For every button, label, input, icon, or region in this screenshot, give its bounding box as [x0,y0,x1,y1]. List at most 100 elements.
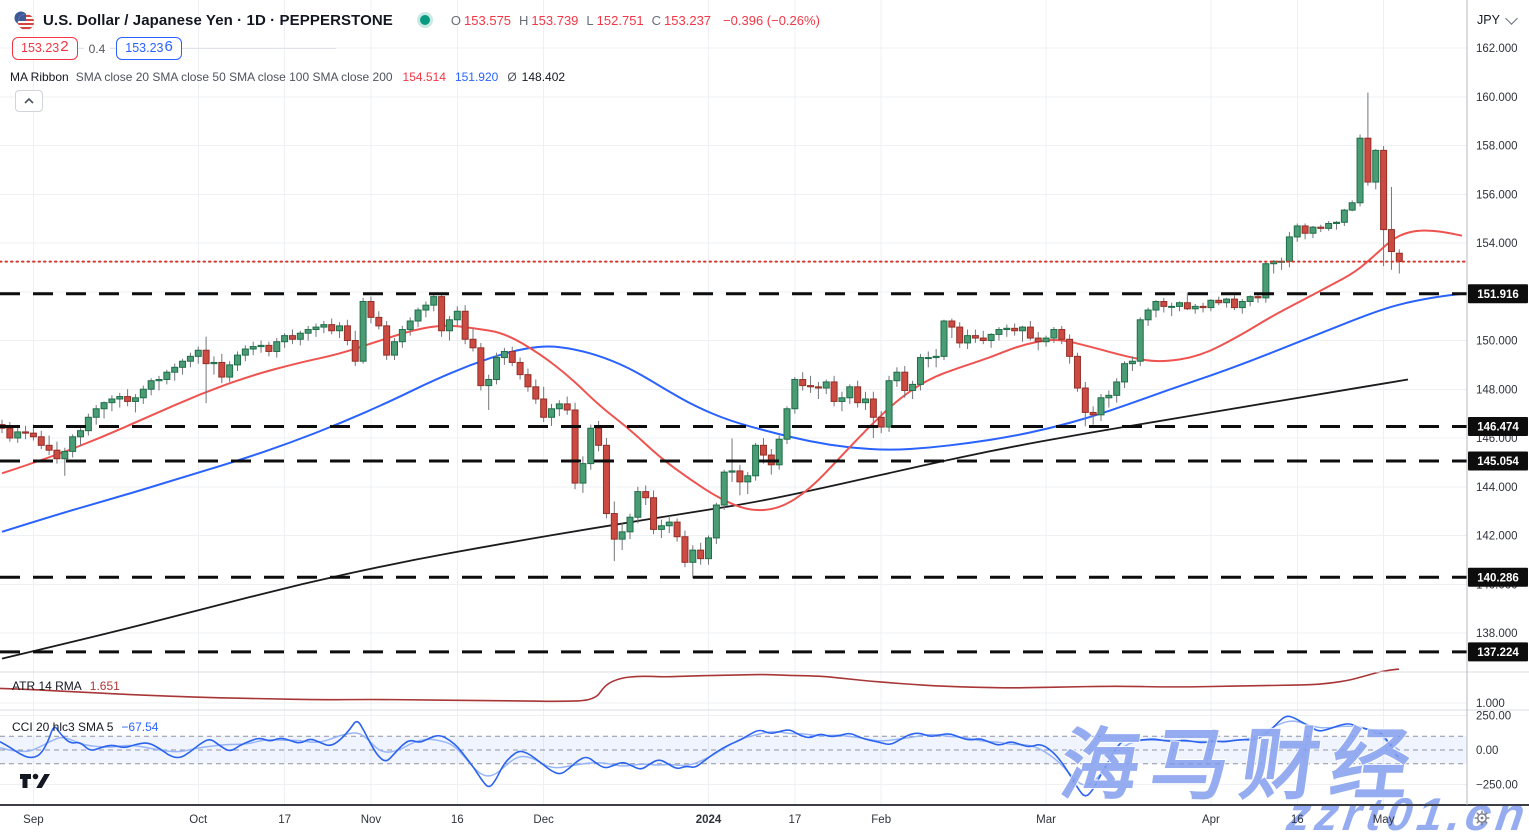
candle [1246,296,1254,302]
price-tick-label: 158.000 [1476,141,1518,153]
candle [6,427,14,439]
candle [1019,326,1026,332]
candle [869,398,877,418]
ohlc-o-value: 153.575 [464,12,512,28]
candle [445,319,453,332]
price-axis[interactable]: 162.000160.000158.000156.000154.000152.0… [1468,43,1528,792]
time-tick-label: Sep [23,814,43,826]
candle [736,470,744,483]
candle [312,326,320,331]
candle [1215,299,1223,304]
pane-separators [0,0,1529,806]
candle [532,386,540,400]
candle [1380,149,1388,231]
candle [626,516,634,533]
tradingview-logo[interactable] [18,768,52,794]
candle [422,304,430,311]
candle [367,301,375,318]
time-tick-label: Apr [1202,814,1220,826]
time-tick-label: 17 [278,814,291,826]
candle [610,513,618,540]
sell-button[interactable]: 153.23 2 [12,37,78,60]
atr-status[interactable]: ATR 14 RMA 1.651 [12,679,120,693]
candle [1293,225,1301,238]
candle [759,444,767,456]
candle [493,357,501,380]
candle [932,355,940,359]
candle [1097,397,1105,416]
indicator-title: MA Ribbon [10,70,69,84]
time-tick-label: Oct [189,814,208,826]
ohlc-l-label: L [586,12,594,28]
candle [1262,263,1270,299]
candle [500,350,508,359]
currency-pair-icon [12,9,36,31]
candle [84,416,92,432]
ohlc-c-value: 153.237 [664,12,712,28]
time-tick-label: 16 [1291,814,1304,826]
candle [453,310,461,321]
ma-ribbon-status[interactable]: MA Ribbon SMA close 20 SMA close 50 SMA … [10,69,565,85]
candle [728,470,736,473]
candle [155,379,163,382]
cci-status[interactable]: CCI 20 hlc3 SMA 5 −67.54 [12,720,158,734]
cci-tick-label: 0.00 [1476,745,1498,757]
candle [901,371,909,391]
candle [924,357,932,360]
level-badge [1468,284,1528,304]
cci-tick-label: 250.00 [1476,711,1511,723]
buy-button[interactable]: 153.23 6 [116,37,182,60]
time-axis[interactable]: Sep Oct 17 Nov 16 Dec 2024 17 Feb Mar Apr 16 May [23,814,1395,826]
candle [602,444,610,515]
sell-price: 153.23 [21,41,60,55]
candle [186,355,194,362]
candle [406,320,414,331]
candle [398,329,406,343]
collapse-pane-button[interactable] [15,90,43,112]
time-tick-label: Dec [533,814,554,826]
buy-pip: 6 [164,38,173,55]
average-symbol: Ø [507,70,517,84]
watermark-text-cn: 海马财经 [1055,721,1427,809]
candle [595,427,603,446]
candle [618,531,626,540]
candle [108,398,116,404]
level-badge-label: 151.916 [1477,289,1519,301]
cci-value: −67.54 [121,720,159,734]
candle [1285,236,1293,262]
ohlc-h-value: 153.739 [531,12,579,28]
time-tick-label: 2024 [696,814,722,826]
candle [1387,229,1395,253]
candle [1128,360,1136,365]
candle [1223,298,1231,304]
candle [29,432,37,438]
candle [1160,301,1168,307]
candle [375,316,383,327]
candle [822,381,830,389]
price-tick-label: 144.000 [1476,482,1518,494]
candle [131,397,139,402]
candle [579,463,587,484]
candle [1073,355,1081,389]
sma200-line [1,378,1409,660]
cci-title: CCI 20 hlc3 SMA 5 [12,720,114,734]
atr-line [0,668,1400,703]
market-open-dot[interactable] [416,12,433,28]
spread-value: 0.4 [83,41,111,56]
candle [92,408,100,418]
axis-settings-button[interactable] [1470,807,1494,829]
candle [893,371,901,382]
symbol-title[interactable]: U.S. Dollar / Japanese Yen · 1D · PEPPER… [43,11,393,29]
price-axis-currency-dropdown[interactable]: JPY [1471,9,1529,31]
candle [705,537,712,560]
time-tick-label: Nov [361,814,382,826]
candle [571,409,579,484]
buy-price: 153.23 [125,41,164,55]
candle [359,301,367,362]
candle [77,430,84,438]
candle [1238,301,1246,309]
candle [634,491,642,518]
candle [1254,296,1262,299]
